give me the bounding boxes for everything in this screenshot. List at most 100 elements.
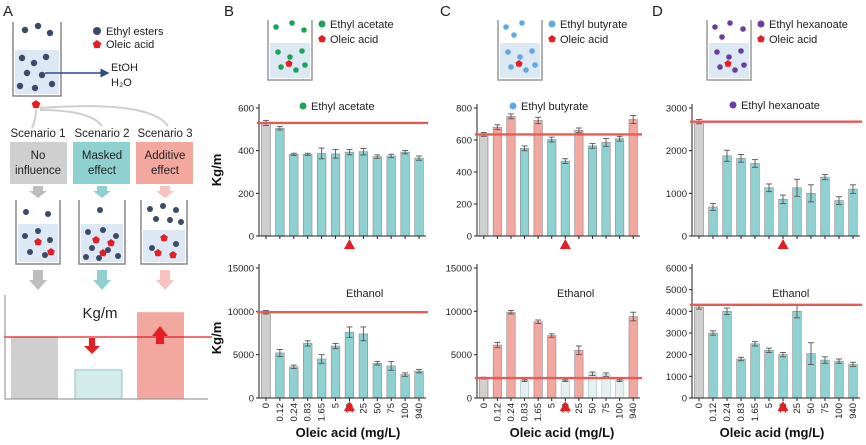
down-arrow-icon bbox=[29, 270, 47, 290]
scenario-result-chart: Kg/m bbox=[4, 295, 212, 400]
y-tick-label: 10000 bbox=[228, 307, 254, 318]
bar-0.12 bbox=[275, 127, 285, 237]
bar-940 bbox=[848, 188, 858, 237]
panel-letter-b: B bbox=[224, 3, 234, 20]
x-tick-label: 0 bbox=[694, 403, 705, 408]
marker-triangle-icon bbox=[777, 239, 789, 249]
x-tick-label: 0.12 bbox=[275, 403, 286, 422]
bar-940 bbox=[414, 370, 424, 399]
oleic-molecule bbox=[99, 249, 107, 257]
ester-molecule bbox=[38, 71, 46, 79]
increase-arrow-icon bbox=[152, 326, 168, 344]
beaker-d-label-ester: Ethyl hexanoate bbox=[769, 19, 848, 31]
result-bar-scenario-1 bbox=[11, 337, 58, 399]
oleic-molecule bbox=[169, 251, 177, 259]
bar-75 bbox=[386, 155, 396, 237]
scenario-3-beaker bbox=[140, 200, 188, 265]
oleic-molecule bbox=[92, 236, 100, 244]
x-tick-label: 75 bbox=[386, 403, 397, 414]
legend-oleic-icon bbox=[318, 35, 326, 43]
y-tick-label: 600 bbox=[238, 104, 254, 115]
chart-c-ethyl-butyrate: 0 200 400 600 800 Ethyl butyrate bbox=[456, 101, 642, 249]
beaker-d-label-oleic: Oleic acid bbox=[769, 34, 817, 46]
bar-0.12 bbox=[275, 352, 285, 399]
bar-0.12 bbox=[708, 332, 718, 399]
bar-100 bbox=[834, 360, 844, 399]
scenario-3-title: Scenario 3 bbox=[138, 128, 193, 140]
bar-0 bbox=[694, 121, 704, 237]
bar-0 bbox=[479, 377, 489, 399]
branch-line-1 bbox=[31, 109, 37, 129]
bar-1.65 bbox=[750, 343, 760, 399]
bar-25 bbox=[792, 311, 802, 399]
bar-1.65 bbox=[317, 153, 327, 237]
y-tick-label: 2000 bbox=[666, 146, 687, 157]
y-tick-label: 4000 bbox=[666, 307, 687, 318]
x-tick-label: 100 bbox=[615, 403, 626, 419]
x-tick-label: 0.83 bbox=[736, 403, 747, 422]
bar-0.83 bbox=[520, 148, 530, 237]
ester-molecule bbox=[23, 69, 31, 77]
y-tick-label: 5000 bbox=[666, 285, 687, 296]
bar-0.83 bbox=[520, 380, 530, 399]
bar-0.83 bbox=[303, 153, 313, 237]
ester-molecule bbox=[16, 82, 24, 90]
x-axis-label-b: Oleic acid (mg/L) bbox=[296, 425, 401, 440]
x-tick-label: 940 bbox=[848, 403, 859, 419]
scenario-1-line2: influence bbox=[15, 165, 61, 177]
legend-label: Ethyl acetate bbox=[311, 101, 375, 113]
scenario-1-line1: No bbox=[31, 150, 46, 162]
x-tick-label: 50 bbox=[372, 403, 383, 414]
bar-5 bbox=[547, 335, 557, 399]
legend-oleic-icon bbox=[548, 35, 556, 43]
marker-triangle-icon bbox=[343, 401, 355, 411]
y-tick-label: 1000 bbox=[666, 189, 687, 200]
oleic-molecule bbox=[724, 60, 732, 67]
y-tick-label: 200 bbox=[456, 200, 472, 211]
oleic-molecule bbox=[34, 238, 42, 246]
oleic-molecule bbox=[31, 100, 41, 109]
bar-100 bbox=[400, 374, 410, 399]
scenario-2-box bbox=[73, 142, 130, 184]
bar-10 bbox=[560, 160, 570, 237]
y-tick-label: 0 bbox=[249, 394, 254, 405]
scenario-3-line2: effect bbox=[151, 165, 180, 177]
x-axis-label-c: Oleic acid (mg/L) bbox=[510, 425, 615, 440]
marker-triangle-icon bbox=[777, 401, 789, 411]
scenario-2-title: Scenario 2 bbox=[75, 128, 130, 140]
bar-5 bbox=[764, 350, 774, 399]
x-tick-label: 0.24 bbox=[722, 403, 733, 422]
bar-940 bbox=[628, 316, 638, 399]
y-tick-label: 800 bbox=[456, 104, 472, 115]
x-axis-label-d: Oleic acid (mg/L) bbox=[720, 425, 825, 440]
legend-oleic-icon bbox=[757, 35, 765, 43]
scenario-1-box bbox=[10, 142, 67, 184]
y-tick-label: 3000 bbox=[666, 329, 687, 340]
x-tick-label: 100 bbox=[834, 403, 845, 419]
scenario-2-beaker bbox=[78, 200, 126, 265]
x-tick-label: 25 bbox=[792, 403, 803, 414]
legend-label: Ethanol bbox=[346, 288, 383, 300]
ester-molecule bbox=[34, 22, 42, 30]
bar-0.24 bbox=[289, 153, 299, 237]
oleic-legend-icon bbox=[92, 40, 102, 49]
legend-oleic: Oleic acid bbox=[106, 39, 154, 51]
oleic-molecule bbox=[160, 234, 168, 242]
bar-0.24 bbox=[722, 155, 732, 237]
bar-5 bbox=[547, 139, 557, 237]
bar-25 bbox=[574, 130, 584, 237]
bar-75 bbox=[820, 176, 830, 237]
scenario-2-line1: Masked bbox=[82, 150, 122, 162]
bar-0 bbox=[261, 122, 271, 237]
bar-1.65 bbox=[750, 163, 760, 237]
beaker-outline bbox=[12, 22, 62, 97]
legend-label: Ethanol bbox=[772, 288, 809, 300]
bar-0.12 bbox=[492, 126, 502, 237]
x-tick-label: 25 bbox=[358, 403, 369, 414]
bar-0 bbox=[261, 311, 271, 399]
bar-0.83 bbox=[736, 358, 746, 399]
x-tick-label: 0 bbox=[261, 403, 272, 408]
oleic-molecule bbox=[154, 249, 162, 257]
bar-5 bbox=[330, 345, 341, 399]
